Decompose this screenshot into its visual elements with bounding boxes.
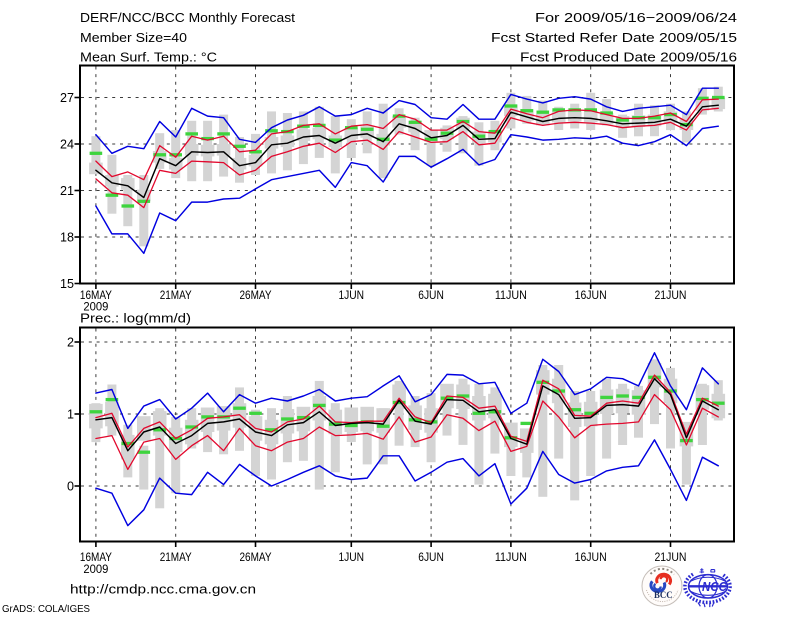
- svg-text:Prec.: log(mm/d): Prec.: log(mm/d): [80, 311, 191, 326]
- svg-text:16MAY: 16MAY: [80, 288, 112, 302]
- svg-text:11JUN: 11JUN: [495, 550, 527, 564]
- svg-text:Mean Surf. Temp.: °C: Mean Surf. Temp.: °C: [80, 50, 218, 65]
- svg-text:http://cmdp.ncc.cma.gov.cn: http://cmdp.ncc.cma.gov.cn: [70, 582, 256, 597]
- svg-text:Fcst Started Refer Date 2009/0: Fcst Started Refer Date 2009/05/15: [491, 30, 737, 45]
- svg-text:24: 24: [60, 137, 74, 152]
- svg-text:For 2009/05/16−2009/06/24: For 2009/05/16−2009/06/24: [535, 10, 737, 25]
- svg-text:18: 18: [60, 230, 74, 245]
- svg-text:11JUN: 11JUN: [495, 288, 527, 302]
- svg-text:Member Size=40: Member Size=40: [80, 30, 187, 45]
- svg-text:21MAY: 21MAY: [160, 550, 192, 564]
- svg-text:0: 0: [67, 479, 74, 494]
- svg-text:1JUN: 1JUN: [338, 550, 364, 564]
- svg-text:Fcst Produced Date 2009/05/16: Fcst Produced Date 2009/05/16: [520, 50, 737, 65]
- svg-text:21JUN: 21JUN: [654, 550, 686, 564]
- svg-text:1: 1: [67, 407, 74, 422]
- svg-text:DERF/NCC/BCC Monthly Forecast: DERF/NCC/BCC Monthly Forecast: [80, 10, 295, 25]
- svg-text:2009: 2009: [83, 562, 108, 576]
- svg-text:GrADS: COLA/IGES: GrADS: COLA/IGES: [2, 604, 90, 615]
- svg-text:6JUN: 6JUN: [418, 550, 444, 564]
- svg-text:16JUN: 16JUN: [575, 288, 607, 302]
- svg-text:21: 21: [60, 183, 74, 198]
- svg-text:BCC: BCC: [654, 590, 673, 601]
- svg-text:26MAY: 26MAY: [240, 550, 272, 564]
- svg-text:27: 27: [60, 90, 74, 105]
- svg-text:21JUN: 21JUN: [654, 288, 686, 302]
- svg-text:16MAY: 16MAY: [80, 550, 112, 564]
- svg-text:15: 15: [60, 276, 74, 291]
- svg-text:26MAY: 26MAY: [240, 288, 272, 302]
- svg-text:1JUN: 1JUN: [338, 288, 364, 302]
- svg-text:2009: 2009: [83, 300, 108, 314]
- svg-text:NCC: NCC: [702, 580, 728, 594]
- svg-text:16JUN: 16JUN: [575, 550, 607, 564]
- svg-text:2: 2: [67, 335, 74, 350]
- svg-text:6JUN: 6JUN: [418, 288, 444, 302]
- svg-text:21MAY: 21MAY: [160, 288, 192, 302]
